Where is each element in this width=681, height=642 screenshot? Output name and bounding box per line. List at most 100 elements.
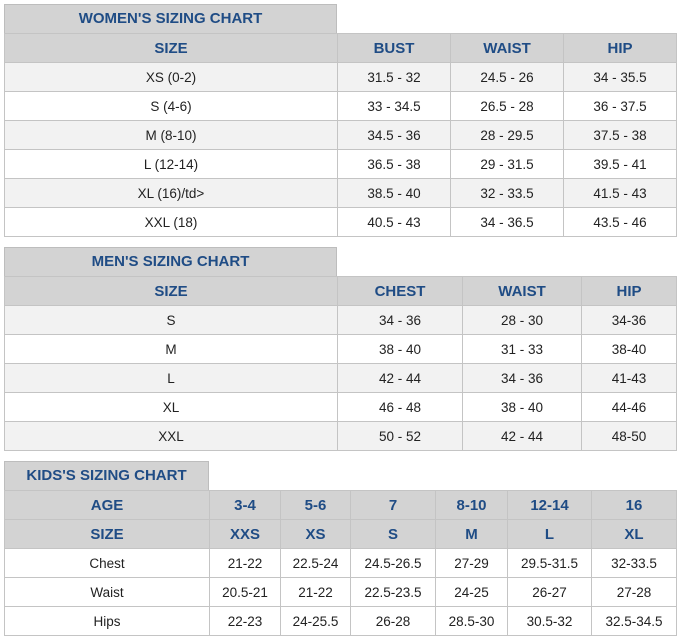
cell: 38-40 <box>581 334 677 364</box>
cell: 28.5-30 <box>435 606 508 636</box>
cell: 26-27 <box>507 577 592 607</box>
header-cell: CHEST <box>337 276 463 306</box>
data-row: M 38 - 40 31 - 33 38-40 <box>4 334 677 364</box>
cell: 24-25 <box>435 577 508 607</box>
header-cell: 7 <box>350 490 436 520</box>
header-row: AGE 3-4 5-6 7 8-10 12-14 16 <box>4 490 677 520</box>
cell: 50 - 52 <box>337 421 463 451</box>
cell: 32 - 33.5 <box>450 178 564 208</box>
cell: 24-25.5 <box>280 606 351 636</box>
data-row: Hips 22-23 24-25.5 26-28 28.5-30 30.5-32 32.5-… <box>4 606 677 636</box>
cell: 22.5-24 <box>280 548 351 578</box>
data-row: XS (0-2) 31.5 - 32 24.5 - 26 34 - 35.5 <box>4 62 677 92</box>
header-cell: S <box>350 519 436 549</box>
cell: 24.5-26.5 <box>350 548 436 578</box>
cell: Hips <box>4 606 210 636</box>
mens-chart: MEN'S SIZING CHART SIZE CHEST WAIST HIP S 34 … <box>4 247 677 451</box>
header-cell: 5-6 <box>280 490 351 520</box>
cell: 34 - 35.5 <box>563 62 677 92</box>
cell: 48-50 <box>581 421 677 451</box>
header-cell: WAIST <box>462 276 582 306</box>
cell: 36 - 37.5 <box>563 91 677 121</box>
womens-chart: WOMEN'S SIZING CHART SIZE BUST WAIST HIP XS … <box>4 4 677 237</box>
header-cell: SIZE <box>4 519 210 549</box>
cell: 33 - 34.5 <box>337 91 451 121</box>
cell: 41.5 - 43 <box>563 178 677 208</box>
cell: 46 - 48 <box>337 392 463 422</box>
cell: 44-46 <box>581 392 677 422</box>
cell: 29 - 31.5 <box>450 149 564 179</box>
data-row: M (8-10) 34.5 - 36 28 - 29.5 37.5 - 38 <box>4 120 677 150</box>
data-row: L 42 - 44 34 - 36 41-43 <box>4 363 677 393</box>
header-row: SIZE XXS XS S M L XL <box>4 519 677 549</box>
cell: M <box>4 334 338 364</box>
cell: S (4-6) <box>4 91 338 121</box>
cell: 28 - 30 <box>462 305 582 335</box>
data-row: XL (16)/td> 38.5 - 40 32 - 33.5 41.5 - 43 <box>4 178 677 208</box>
cell: 36.5 - 38 <box>337 149 451 179</box>
cell: 26.5 - 28 <box>450 91 564 121</box>
header-cell: XL <box>591 519 677 549</box>
data-row: S 34 - 36 28 - 30 34-36 <box>4 305 677 335</box>
cell: 24.5 - 26 <box>450 62 564 92</box>
data-row: XXL 50 - 52 42 - 44 48-50 <box>4 421 677 451</box>
data-row: Waist 20.5-21 21-22 22.5-23.5 24-25 26-27 27-2… <box>4 577 677 607</box>
cell: 34.5 - 36 <box>337 120 451 150</box>
cell: 37.5 - 38 <box>563 120 677 150</box>
header-cell: 12-14 <box>507 490 592 520</box>
cell: 20.5-21 <box>209 577 281 607</box>
cell: 42 - 44 <box>462 421 582 451</box>
header-cell: HIP <box>581 276 677 306</box>
cell: 31.5 - 32 <box>337 62 451 92</box>
data-row: XXL (18) 40.5 - 43 34 - 36.5 43.5 - 46 <box>4 207 677 237</box>
chart-title: WOMEN'S SIZING CHART <box>4 4 337 33</box>
size-table: AGE 3-4 5-6 7 8-10 12-14 16 SIZE XXS XS S M L XL Chest… <box>4 490 677 636</box>
data-row: Chest 21-22 22.5-24 24.5-26.5 27-29 29.5-31.5… <box>4 548 677 578</box>
cell: 27-29 <box>435 548 508 578</box>
data-row: S (4-6) 33 - 34.5 26.5 - 28 36 - 37.5 <box>4 91 677 121</box>
header-cell: SIZE <box>4 33 338 63</box>
header-cell: 8-10 <box>435 490 508 520</box>
cell: 40.5 - 43 <box>337 207 451 237</box>
cell: 32.5-34.5 <box>591 606 677 636</box>
chart-title: KIDS'S SIZING CHART <box>4 461 209 490</box>
cell: 28 - 29.5 <box>450 120 564 150</box>
cell: XXL <box>4 421 338 451</box>
cell: 38 - 40 <box>337 334 463 364</box>
cell: Waist <box>4 577 210 607</box>
cell: 30.5-32 <box>507 606 592 636</box>
cell: XXL (18) <box>4 207 338 237</box>
header-cell: XS <box>280 519 351 549</box>
header-cell: 3-4 <box>209 490 281 520</box>
cell: Chest <box>4 548 210 578</box>
cell: 38 - 40 <box>462 392 582 422</box>
size-table: SIZE CHEST WAIST HIP S 34 - 36 28 - 30 34-36 M 38… <box>4 276 677 451</box>
cell: XL <box>4 392 338 422</box>
cell: 21-22 <box>280 577 351 607</box>
data-row: L (12-14) 36.5 - 38 29 - 31.5 39.5 - 41 <box>4 149 677 179</box>
cell: 32-33.5 <box>591 548 677 578</box>
cell: 34-36 <box>581 305 677 335</box>
cell: 31 - 33 <box>462 334 582 364</box>
header-row: SIZE CHEST WAIST HIP <box>4 276 677 306</box>
header-cell: WAIST <box>450 33 564 63</box>
header-cell: BUST <box>337 33 451 63</box>
cell: L <box>4 363 338 393</box>
cell: 34 - 36.5 <box>450 207 564 237</box>
cell: L (12-14) <box>4 149 338 179</box>
cell: 22.5-23.5 <box>350 577 436 607</box>
cell: 27-28 <box>591 577 677 607</box>
cell: 38.5 - 40 <box>337 178 451 208</box>
kids-chart: KIDS'S SIZING CHART AGE 3-4 5-6 7 8-10 12-14 1… <box>4 461 677 636</box>
cell: 26-28 <box>350 606 436 636</box>
header-cell: M <box>435 519 508 549</box>
cell: 29.5-31.5 <box>507 548 592 578</box>
size-table: SIZE BUST WAIST HIP XS (0-2) 31.5 - 32 24.5 - … <box>4 33 677 237</box>
cell: 21-22 <box>209 548 281 578</box>
cell: 43.5 - 46 <box>563 207 677 237</box>
cell: 34 - 36 <box>462 363 582 393</box>
cell: 39.5 - 41 <box>563 149 677 179</box>
header-cell: 16 <box>591 490 677 520</box>
cell: 41-43 <box>581 363 677 393</box>
header-cell: SIZE <box>4 276 338 306</box>
